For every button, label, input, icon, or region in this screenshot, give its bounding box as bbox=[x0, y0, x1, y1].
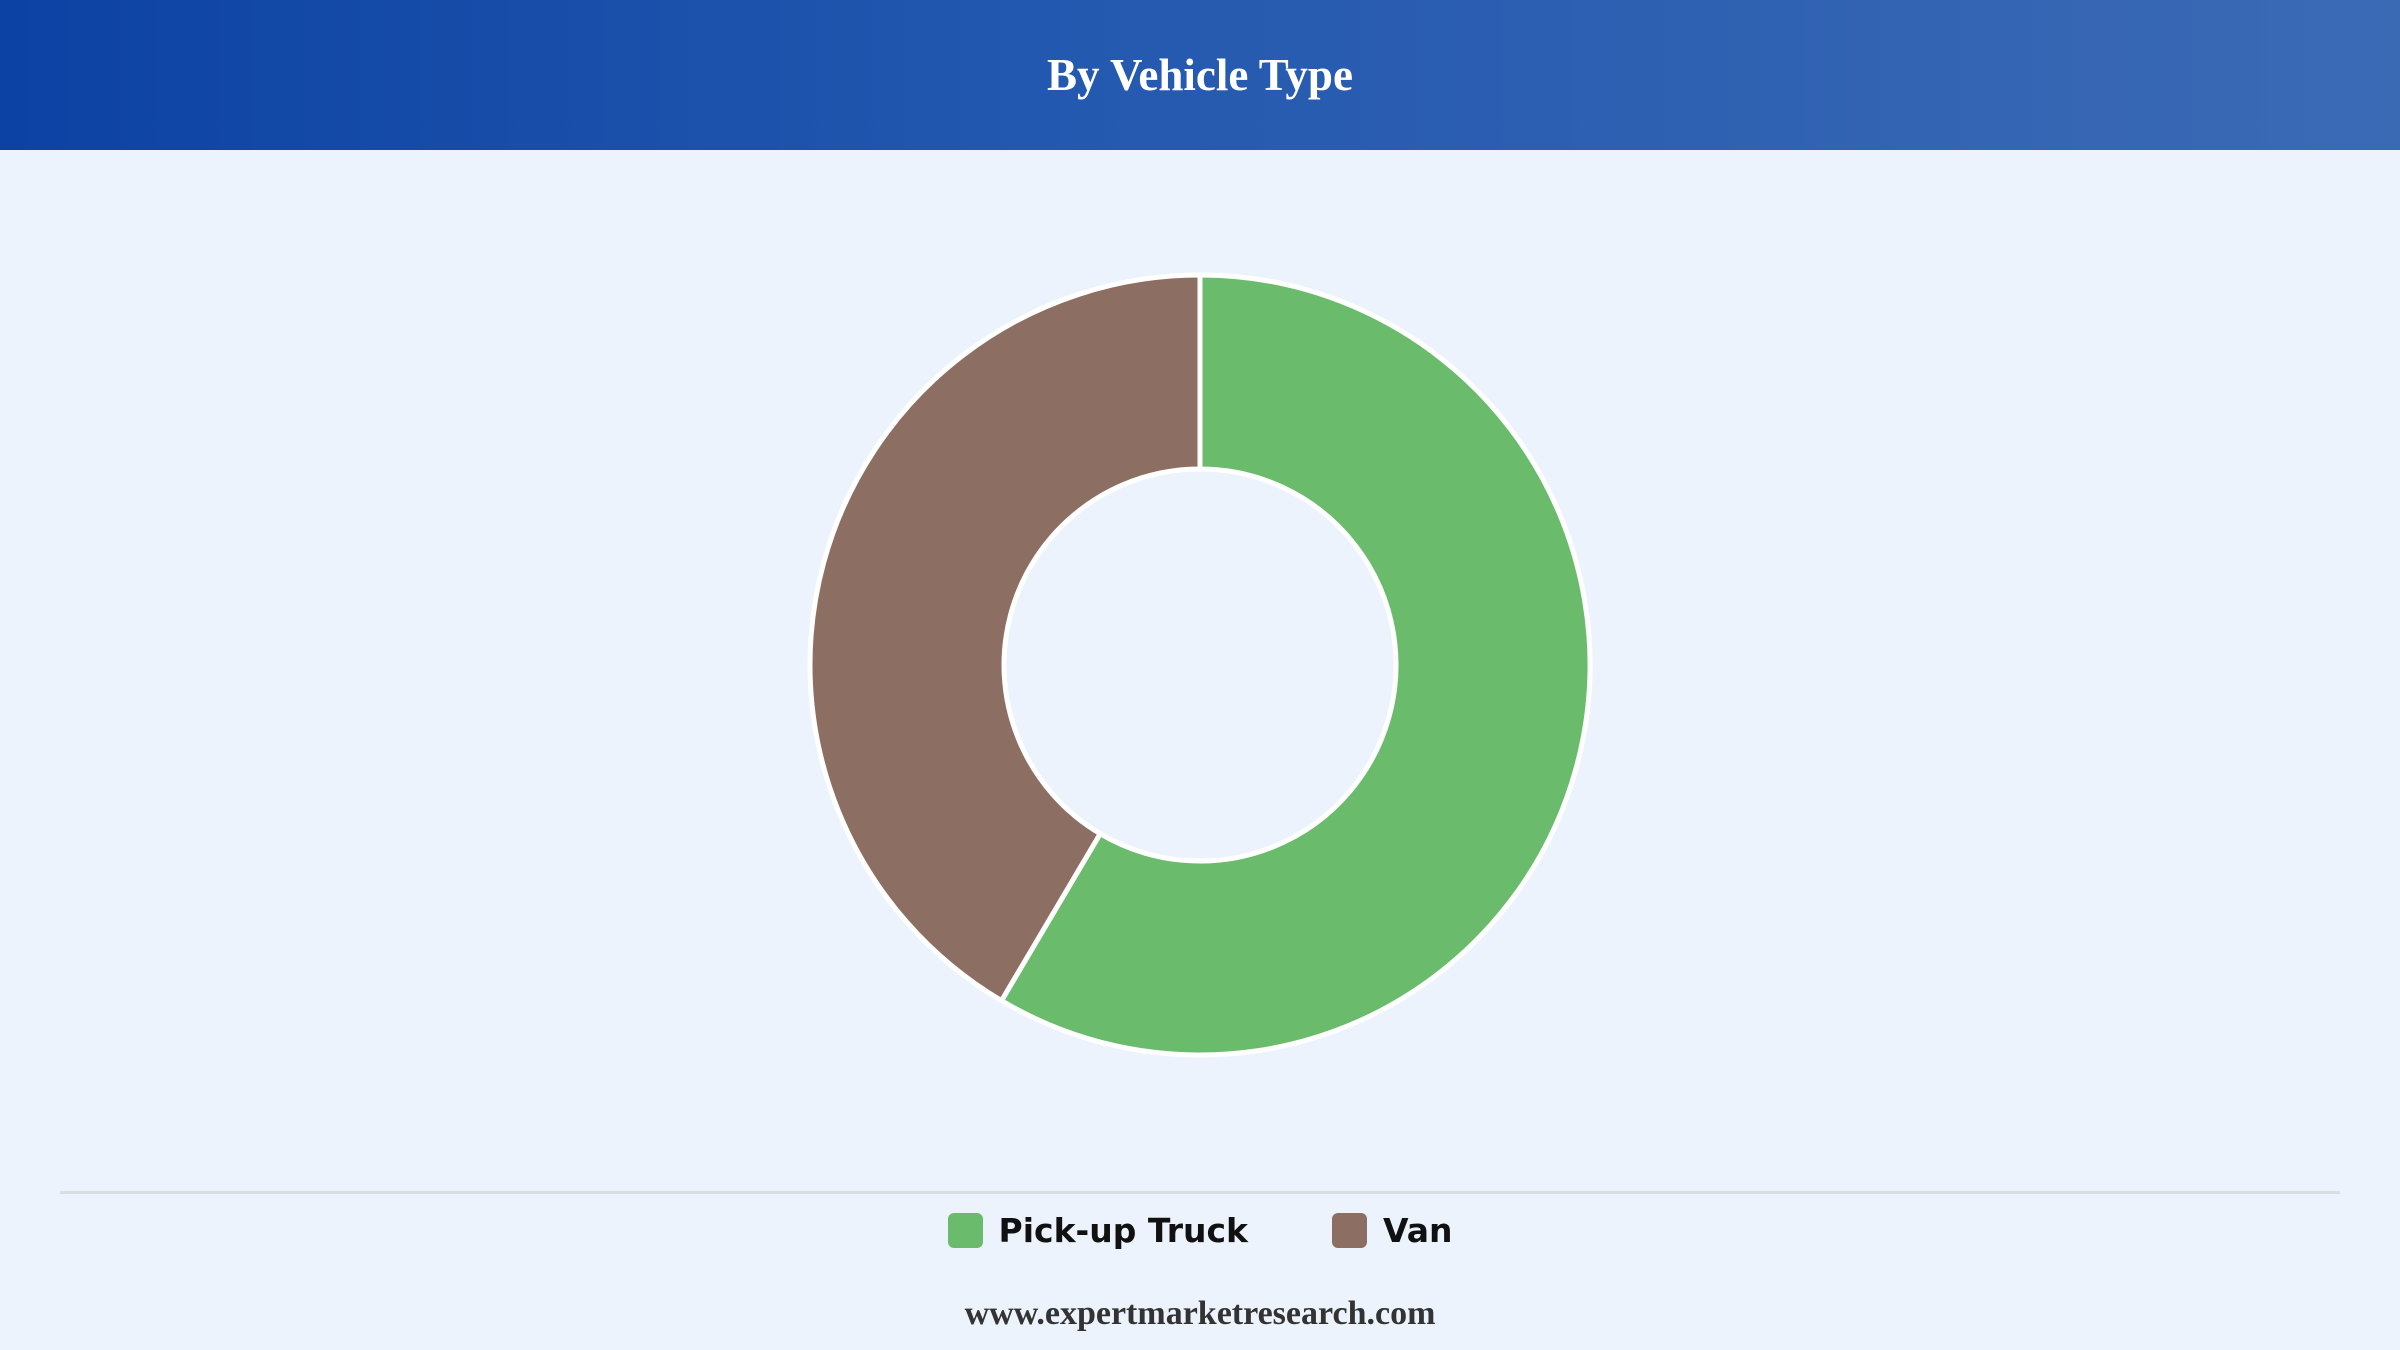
legend-label-pick-up-truck: Pick-up Truck bbox=[998, 1210, 1248, 1250]
source-url: www.expertmarketresearch.com bbox=[964, 1295, 1436, 1332]
slice-van[interactable] bbox=[807, 272, 1203, 1004]
donut-chart bbox=[807, 272, 1593, 1058]
slice-pick-up-truck[interactable] bbox=[998, 272, 1593, 1058]
legend-divider bbox=[60, 1191, 2340, 1194]
header-banner: By Vehicle Type bbox=[0, 0, 2400, 150]
chart-legend: Pick-up Truck Van bbox=[0, 1205, 2400, 1255]
legend-swatch-van bbox=[1331, 1212, 1367, 1248]
legend-item-van[interactable]: Van bbox=[1331, 1210, 1453, 1250]
legend-swatch-pick-up-truck bbox=[947, 1212, 983, 1248]
chart-title: By Vehicle Type bbox=[1047, 50, 1353, 100]
legend-item-pick-up-truck[interactable]: Pick-up Truck bbox=[947, 1210, 1248, 1250]
legend-label-van: Van bbox=[1382, 1210, 1453, 1250]
